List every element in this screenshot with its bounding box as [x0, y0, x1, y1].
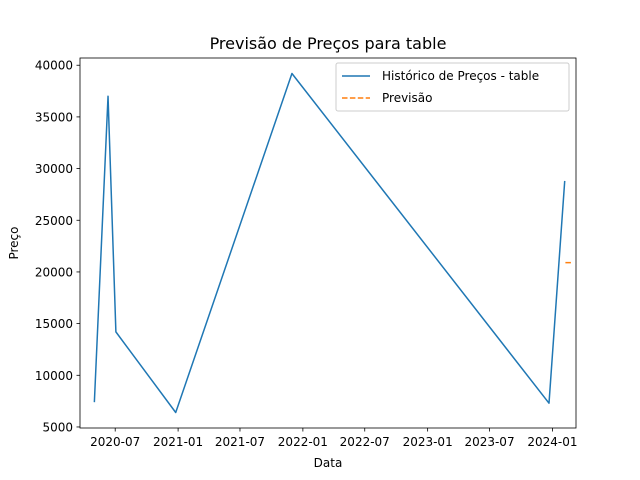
series-layer [93, 72, 572, 414]
x-tick-label: 2022-07 [340, 435, 390, 449]
series-line-0 [93, 72, 566, 414]
legend-box [335, 62, 570, 112]
y-tick-label: 40000 [35, 59, 73, 73]
y-tick-label: 20000 [35, 265, 73, 279]
plot-area-background [80, 58, 576, 428]
y-tick-label: 10000 [35, 369, 73, 383]
y-tick-label: 5000 [42, 420, 73, 434]
chart-title: Previsão de Preços para table [210, 34, 447, 53]
y-axis-label: Preço [7, 226, 21, 259]
x-tick-label: 2020-07 [90, 435, 140, 449]
y-tick-label: 15000 [35, 317, 73, 331]
legend-label-historico: Histórico de Preços - table [382, 69, 539, 83]
y-axis-ticks: 5000 10000 15000 20000 25000 30000 35000 40000 [35, 59, 80, 434]
x-tick-label: 2021-07 [215, 435, 265, 449]
plot-frame [79, 57, 577, 429]
x-axis-label: Data [314, 456, 343, 470]
y-tick-label: 35000 [35, 110, 73, 124]
y-tick-label: 30000 [35, 162, 73, 176]
legend: Histórico de Preços - table Previsão [335, 62, 570, 112]
x-tick-label: 2022-01 [278, 435, 328, 449]
x-tick-label: 2024-01 [527, 435, 577, 449]
x-tick-label: 2023-07 [464, 435, 514, 449]
x-tick-label: 2021-01 [153, 435, 203, 449]
x-axis-ticks: 2020-07 2021-01 2021-07 2022-01 2022-07 2023-… [90, 428, 577, 449]
x-tick-label: 2023-01 [403, 435, 453, 449]
y-tick-label: 25000 [35, 214, 73, 228]
legend-label-previsao: Previsão [382, 91, 432, 105]
